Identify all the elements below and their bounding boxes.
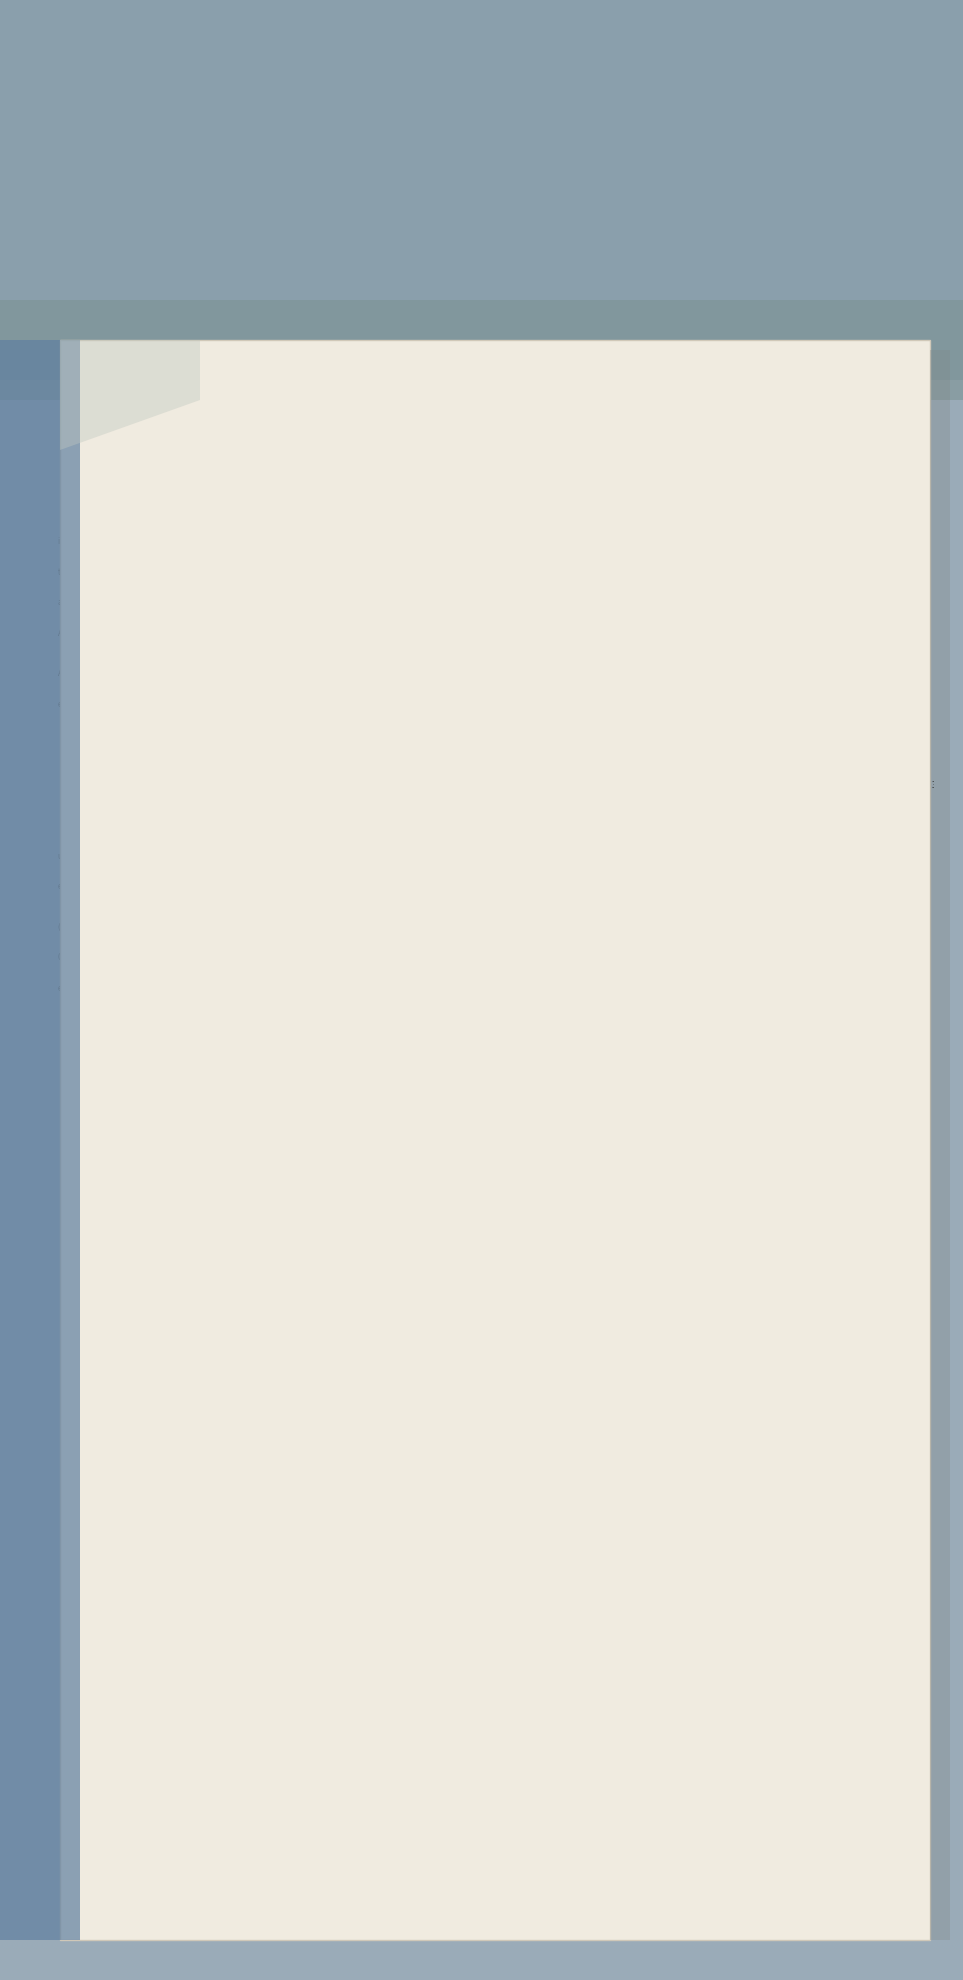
Text: end B.: end B. — [58, 699, 82, 709]
Text: O: O — [221, 800, 229, 810]
Text: $v_B$: $v_B$ — [120, 1012, 132, 1022]
Text: 15.60: 15.60 — [120, 1117, 150, 1127]
FancyBboxPatch shape — [0, 341, 80, 1940]
Text: $v_A$: $v_A$ — [409, 752, 422, 764]
Text: 0.3 m: 0.3 m — [923, 780, 949, 790]
Text: tion of: tion of — [58, 568, 83, 576]
Text: (a) $\omega_{AB}$: (a) $\omega_{AB}$ — [120, 984, 157, 998]
Text: Fig. P15.58: Fig. P15.58 — [462, 907, 529, 919]
Text: AB and V₂ of the: AB and V₂ of the — [58, 669, 120, 677]
Text: Fig. P15.61 and P15.62*: Fig. P15.61 and P15.62* — [241, 1588, 382, 1598]
Text: 0.: 0. — [58, 954, 65, 962]
Text: At the instant shown, the crank OA rotates with $\omega_{OA}$ = 5 rad/s ⇙. Deter: At the instant shown, the crank OA rotat… — [147, 1142, 496, 1156]
Text: O: O — [493, 1400, 502, 1410]
Text: moved with $v_A$ = 0.24 m/s →. If x = 0.3 m, determine $\omega_{AB}$ of the rod : moved with $v_A$ = 0.24 m/s →. If x = 0.… — [120, 1063, 509, 1077]
Text: and v₂ of the point B.: and v₂ of the point B. — [120, 333, 221, 343]
Circle shape — [159, 141, 217, 202]
Text: Fig. P15.59*: Fig. P15.59* — [766, 897, 838, 907]
Text: A with: A with — [58, 628, 82, 638]
Text: 675: 675 — [857, 67, 885, 81]
FancyBboxPatch shape — [569, 828, 606, 853]
Text: 9 in.: 9 in. — [529, 1457, 550, 1467]
Text: $v_D$ = 0.7 in./s: $v_D$ = 0.7 in./s — [491, 160, 552, 174]
Text: x: x — [318, 816, 324, 826]
Circle shape — [377, 103, 508, 242]
Text: surface as shown is pulled with v⁁ = 0.6 m/s →. If x = 2.25 m, determine ωₐ₇ of: surface as shown is pulled with v⁁ = 0.6… — [120, 396, 494, 406]
Text: 6 ft: 6 ft — [631, 885, 647, 895]
Text: ile the: ile the — [58, 537, 82, 546]
Text: A: A — [390, 800, 397, 810]
Text: A: A — [576, 869, 583, 881]
FancyBboxPatch shape — [193, 1499, 239, 1544]
FancyBboxPatch shape — [60, 341, 930, 1940]
Text: 15.58: 15.58 — [120, 958, 150, 968]
Text: of the crank OA and $v_M$ of the midpoint M of the link AB.: of the crank OA and $v_M$ of the midpoin… — [190, 1222, 460, 1236]
Text: 8 ft: 8 ft — [751, 709, 768, 721]
Text: B: B — [201, 1572, 209, 1582]
Text: ular: ular — [58, 851, 73, 861]
Text: At the instant shown, the collar B moves with $v_B$ = 7 in./s ↓. Determine: At the instant shown, the collar B moves… — [152, 1196, 500, 1208]
Text: 15.62*: 15.62* — [120, 1196, 155, 1206]
FancyBboxPatch shape — [0, 301, 963, 400]
Text: (b): (b) — [58, 923, 68, 933]
Text: 2 in.: 2 in. — [433, 226, 452, 234]
Circle shape — [406, 133, 480, 210]
Text: B: B — [358, 107, 365, 117]
Text: 14 ft: 14 ft — [530, 689, 552, 699]
Text: Fig. P15.55: Fig. P15.55 — [111, 273, 177, 283]
Text: Fig. P15.56*: Fig. P15.56* — [404, 271, 477, 281]
Text: 15.59*: 15.59* — [120, 1038, 155, 1047]
Text: The rod AB is mounted on sliders as shown, where the slider at A is: The rod AB is mounted on sliders as show… — [152, 1038, 479, 1047]
Text: $v_A$: $v_A$ — [621, 822, 634, 834]
Text: B: B — [703, 517, 710, 527]
Text: A: A — [900, 685, 907, 695]
Text: D: D — [221, 192, 229, 202]
Text: A: A — [382, 1289, 390, 1299]
FancyBboxPatch shape — [0, 0, 963, 380]
Text: B: B — [766, 857, 772, 867]
Text: 6 in.: 6 in. — [529, 1352, 550, 1362]
FancyBboxPatch shape — [880, 659, 911, 681]
Text: and V₂ of the point B.: and V₂ of the point B. — [58, 598, 140, 608]
Text: Problems: Problems — [404, 67, 475, 81]
Text: At the instant shown, the collar A slides with $v_A$ = 1.5 ft/s →. Determine: At the instant shown, the collar A slide… — [147, 958, 494, 970]
Text: The end A of the slender rod AB leaning against a fixed semicylindrical: The end A of the slender rod AB leaning … — [173, 368, 516, 378]
Circle shape — [120, 101, 255, 244]
Text: 60 mm: 60 mm — [130, 192, 160, 200]
Text: $\omega_{OA}$: $\omega_{OA}$ — [120, 1222, 140, 1234]
Text: x: x — [900, 653, 906, 663]
Text: 15.55 and 15.56*: 15.55 and 15.56* — [120, 279, 212, 287]
Text: D: D — [730, 697, 738, 707]
FancyBboxPatch shape — [930, 350, 950, 1940]
Text: $v_D$ = 45 mm/s: $v_D$ = 45 mm/s — [228, 141, 293, 152]
Text: The end D of the string wound around the core of a yoyo is: The end D of the string wound around the… — [274, 279, 560, 287]
Text: M: M — [268, 1420, 276, 1430]
Text: mine $v_B$ of collar B and $v_M$ of the midpoint M of the link AB.: mine $v_B$ of collar B and $v_M$ of the … — [120, 1170, 402, 1182]
Text: D: D — [494, 194, 502, 204]
Text: of the rod AB, (b) $v_D$ of the point D in contact with the roller support, (c): of the rod AB, (b) $v_D$ of the point D … — [211, 984, 557, 998]
Text: D: D — [891, 786, 898, 796]
Text: B: B — [154, 527, 162, 537]
Text: Fig. P15.57: Fig. P15.57 — [120, 816, 187, 826]
Text: 15.61: 15.61 — [120, 1142, 150, 1152]
Text: 2.8 m: 2.8 m — [303, 659, 331, 669]
Text: 8 in.: 8 in. — [309, 1257, 330, 1269]
Text: of the end B.: of the end B. — [147, 1012, 211, 1020]
Text: end B.: end B. — [58, 984, 82, 992]
Text: Solve Prob. 15.59* if x = 0.4 m.: Solve Prob. 15.59* if x = 0.4 m. — [147, 1117, 302, 1127]
Text: AB and v₂ of the end B.: AB and v₂ of the end B. — [120, 424, 230, 432]
Text: ed.: ed. — [58, 883, 69, 891]
Polygon shape — [87, 618, 395, 780]
Text: pulled with v₂ as shown. If the yoyo rolls without slipping, determine ω of the : pulled with v₂ as shown. If the yoyo rol… — [120, 305, 512, 315]
Text: 8 in.: 8 in. — [417, 1257, 438, 1269]
Text: 15.57: 15.57 — [120, 368, 150, 378]
Polygon shape — [60, 341, 200, 449]
Text: 0.25 in.: 0.25 in. — [409, 107, 441, 117]
Text: end B.: end B. — [120, 1091, 150, 1099]
Text: 15 mm: 15 mm — [135, 137, 165, 145]
Text: 1.35 m: 1.35 m — [82, 689, 116, 699]
